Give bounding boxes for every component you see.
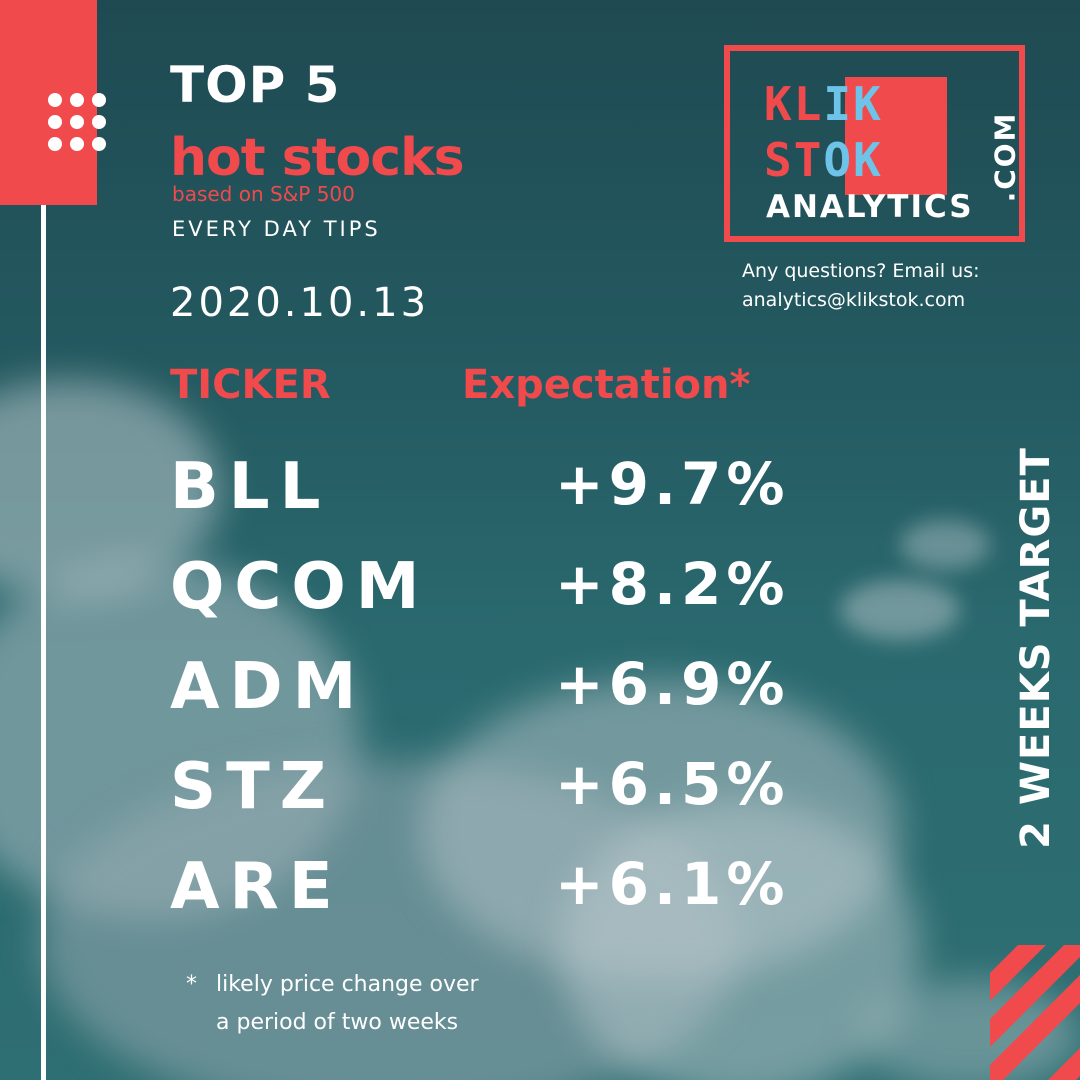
ticker-cell: BLL (170, 450, 331, 524)
date-label: 2020.10.13 (170, 280, 430, 326)
table-row: STZ +6.5% (0, 755, 1080, 835)
heading-top: TOP 5 (170, 56, 341, 114)
ticker-cell: STZ (170, 750, 337, 824)
logo-text-blue: OK (823, 133, 883, 187)
side-target-label: 2 WEEKS TARGET (1013, 447, 1059, 849)
cloud (840, 580, 960, 640)
table-row: ADM +6.9% (0, 655, 1080, 735)
heading-hot-stocks: hot stocks (170, 128, 465, 188)
expectation-cell: +6.5% (555, 750, 790, 818)
cloud (900, 520, 990, 570)
expectation-cell: +6.1% (555, 850, 790, 918)
subheading-based-on: based on S&P 500 (172, 182, 355, 206)
contact-email: analytics@klikstok.com (742, 289, 966, 311)
logo-text-red: ST (764, 133, 824, 187)
vertical-divider-line (41, 205, 46, 1080)
logo-text-red: KL (764, 77, 824, 131)
column-header-ticker: TICKER (170, 362, 331, 408)
footnote-line-2: a period of two weeks (216, 1010, 459, 1035)
footnote-line-1: likely price change over (216, 972, 479, 997)
ticker-cell: ADM (170, 650, 367, 724)
contact-question: Any questions? Email us: (742, 260, 980, 282)
logo-com: .COM (988, 111, 1022, 203)
subheading-tips: EVERY DAY TIPS (172, 217, 381, 241)
logo-line-1: KLIK (764, 81, 883, 127)
expectation-cell: +8.2% (555, 550, 790, 618)
stripes-decoration (990, 945, 1080, 1080)
expectation-cell: +6.9% (555, 650, 790, 718)
table-row: ARE +6.1% (0, 855, 1080, 935)
table-row: QCOM +8.2% (0, 555, 1080, 635)
logo-analytics: ANALYTICS (766, 189, 974, 225)
footnote-marker: * (186, 972, 197, 997)
expectation-cell: +9.7% (555, 450, 790, 518)
logo-highlight-block (845, 77, 947, 195)
logo-line-2: STOK (764, 137, 883, 183)
ticker-cell: QCOM (170, 550, 430, 624)
table-row: BLL +9.7% (0, 455, 1080, 535)
ticker-cell: ARE (170, 850, 343, 924)
brand-logo: KLIK STOK ANALYTICS .COM (724, 45, 1025, 242)
dot-grid-icon (48, 93, 122, 159)
logo-text-blue: IK (823, 77, 883, 131)
cloud (560, 800, 920, 1080)
column-header-expectation: Expectation* (462, 362, 751, 408)
